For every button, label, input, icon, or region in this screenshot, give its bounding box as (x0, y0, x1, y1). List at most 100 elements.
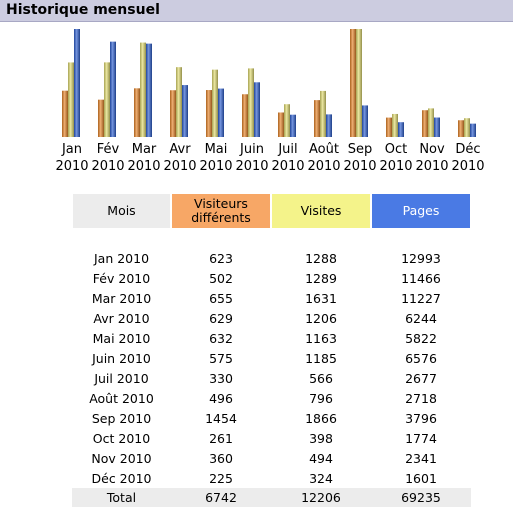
bar-shading (386, 117, 392, 137)
cell-mois: Nov 2010 (91, 450, 152, 466)
bar-shading (428, 108, 434, 137)
bar-shading (434, 117, 440, 137)
bar-shading (74, 29, 80, 137)
cell-mois: Juil 2010 (94, 370, 149, 386)
bar-shading (464, 118, 470, 137)
total-pages: 69235 (371, 488, 471, 507)
cell-visiteurs: 629 (209, 310, 233, 326)
cell-visites: 1289 (305, 270, 337, 286)
bar-shading (392, 113, 398, 137)
cell-mois: Mai 2010 (92, 330, 151, 346)
table-total-row: Total 6742 12206 69235 (72, 488, 471, 507)
cell-mois: Oct 2010 (92, 430, 151, 446)
visiteurs-header-line2: différents (191, 210, 251, 225)
bar-shading (170, 90, 176, 137)
cell-visites: 796 (309, 390, 333, 406)
cell-visiteurs: 330 (209, 370, 233, 386)
bar-shading (284, 104, 290, 137)
table-row: Sep 2010 1454 1866 3796 (72, 408, 471, 428)
cell-pages: 2677 (405, 370, 437, 386)
bar-shading (254, 82, 260, 137)
bar-shading (140, 42, 146, 137)
cell-pages: 5822 (405, 330, 437, 346)
cell-pages: 1774 (405, 430, 437, 446)
bar-shading (68, 62, 74, 137)
x-tick-label-month: Nov (419, 142, 445, 157)
bar-shading (422, 110, 428, 137)
bar-shading (470, 123, 476, 137)
bar-shading (350, 29, 356, 137)
table-row: Fév 2010 502 1289 11466 (72, 268, 471, 288)
column-header-mois: Mois (72, 194, 171, 228)
column-header-visites: Visites (271, 194, 371, 228)
section-header: Historique mensuel (0, 0, 513, 22)
x-tick-label-year: 2010 (127, 159, 160, 174)
bar-shading (110, 41, 116, 137)
cell-visiteurs: 225 (209, 470, 233, 486)
x-tick-label-year: 2010 (415, 159, 448, 174)
table-row: Oct 2010 261 398 1774 (72, 428, 471, 448)
x-tick-label-month: Avr (169, 142, 191, 157)
bar-shading (314, 100, 320, 137)
x-tick-label-month: Oct (385, 142, 407, 157)
cell-mois: Déc 2010 (91, 470, 152, 486)
cell-visites: 566 (309, 370, 333, 386)
bar-shading (104, 62, 110, 137)
x-tick-label-year: 2010 (271, 159, 304, 174)
x-tick-label-year: 2010 (199, 159, 232, 174)
bar-shading (206, 90, 212, 137)
bar-shading (134, 88, 140, 137)
table-row: Nov 2010 360 494 2341 (72, 448, 471, 468)
cell-pages: 11227 (401, 290, 441, 306)
x-tick-label-month: Déc (455, 142, 480, 157)
x-tick-label-year: 2010 (379, 159, 412, 174)
table-spacer (72, 228, 471, 248)
bar-shading (212, 69, 218, 137)
cell-visiteurs: 632 (209, 330, 233, 346)
column-header-pages: Pages (371, 194, 471, 228)
cell-mois: Avr 2010 (93, 310, 150, 326)
cell-pages: 2718 (405, 390, 437, 406)
cell-visites: 1206 (305, 310, 337, 326)
cell-visiteurs: 575 (209, 350, 233, 366)
x-tick-label-month: Mar (132, 142, 157, 157)
x-tick-label-month: Jan (61, 142, 82, 157)
cell-mois: Août 2010 (89, 390, 154, 406)
table-row: Mar 2010 655 1631 11227 (72, 288, 471, 308)
x-tick-label-year: 2010 (235, 159, 268, 174)
cell-visites: 1185 (305, 350, 337, 366)
cell-mois: Juin 2010 (92, 350, 151, 366)
x-tick-label-month: Mai (205, 142, 228, 157)
table-row: Déc 2010 225 324 1601 (72, 468, 471, 488)
table-row: Juil 2010 330 566 2677 (72, 368, 471, 388)
bar-shading (398, 122, 404, 137)
cell-visiteurs: 502 (209, 270, 233, 286)
cell-pages: 2341 (405, 450, 437, 466)
bar-shading (320, 90, 326, 137)
bar-shading (182, 85, 188, 137)
table-row: Jan 2010 623 1288 12993 (72, 248, 471, 268)
cell-pages: 11466 (401, 270, 441, 286)
total-visites: 12206 (271, 488, 371, 507)
cell-visiteurs: 623 (209, 250, 233, 266)
cell-pages: 6576 (405, 350, 437, 366)
bar-shading (62, 90, 68, 137)
cell-mois: Jan 2010 (93, 250, 150, 266)
cell-visites: 494 (309, 450, 333, 466)
bar-shading (326, 114, 332, 137)
x-tick-label-month: Fév (97, 142, 120, 157)
cell-visites: 324 (309, 470, 333, 486)
cell-pages: 12993 (401, 250, 441, 266)
x-tick-label-year: 2010 (451, 159, 484, 174)
cell-visiteurs: 360 (209, 450, 233, 466)
visiteurs-header-line1: Visiteurs (194, 196, 248, 211)
table-row: Avr 2010 629 1206 6244 (72, 308, 471, 328)
x-tick-label-year: 2010 (163, 159, 196, 174)
table-row: Juin 2010 575 1185 6576 (72, 348, 471, 368)
total-visiteurs: 6742 (171, 488, 271, 507)
cell-pages: 1601 (405, 470, 437, 486)
monthly-stats-table: Mois Visiteurs différents Visites Pages … (72, 194, 471, 507)
bar-shading (356, 29, 362, 137)
cell-visites: 1163 (305, 330, 337, 346)
bar-shading (362, 105, 368, 137)
